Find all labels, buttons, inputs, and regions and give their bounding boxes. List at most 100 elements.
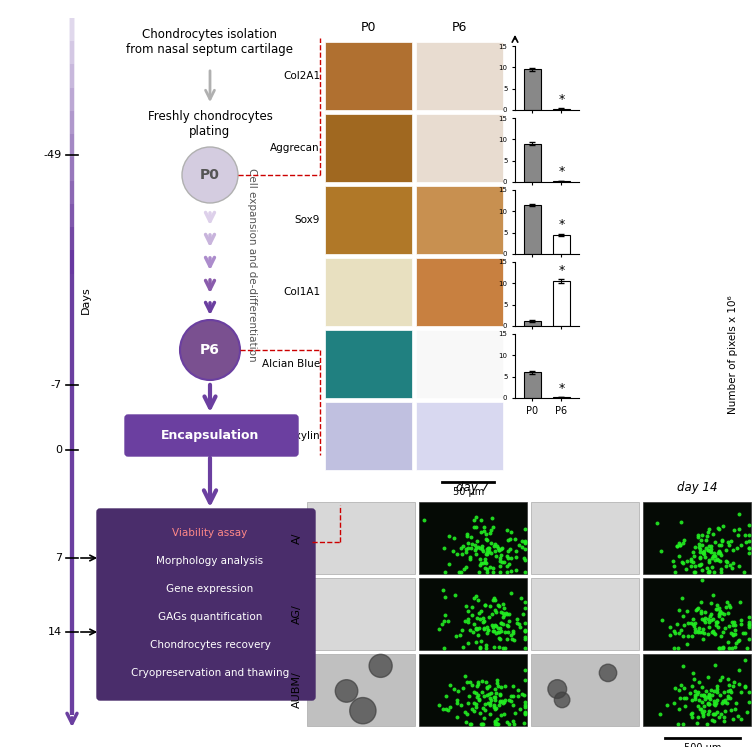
Point bbox=[716, 607, 728, 619]
Point bbox=[655, 545, 667, 557]
Point bbox=[711, 707, 723, 719]
Text: Encapsulation: Encapsulation bbox=[161, 429, 259, 442]
Point bbox=[498, 696, 510, 708]
Point bbox=[714, 604, 726, 616]
Point bbox=[707, 625, 719, 637]
Bar bbox=[643, 578, 751, 650]
Circle shape bbox=[335, 680, 358, 702]
Point bbox=[487, 622, 499, 633]
Point bbox=[511, 684, 523, 696]
Point bbox=[685, 707, 697, 719]
Point bbox=[447, 684, 459, 695]
Point bbox=[432, 699, 444, 711]
Point bbox=[699, 606, 711, 618]
Point bbox=[437, 583, 449, 595]
Point bbox=[456, 624, 468, 636]
Point bbox=[482, 624, 494, 636]
Point bbox=[719, 694, 731, 706]
Point bbox=[505, 527, 517, 539]
Point bbox=[496, 642, 508, 654]
Point bbox=[473, 694, 485, 706]
Point bbox=[686, 710, 698, 722]
Text: GAGs quantification: GAGs quantification bbox=[158, 612, 262, 622]
Point bbox=[493, 544, 505, 556]
Text: P6: P6 bbox=[200, 343, 220, 357]
Point bbox=[494, 622, 506, 633]
Point bbox=[490, 550, 502, 562]
Point bbox=[704, 545, 716, 557]
Point bbox=[664, 621, 676, 633]
Point bbox=[717, 695, 729, 707]
Point bbox=[729, 703, 741, 715]
Point bbox=[711, 553, 723, 565]
Point bbox=[493, 544, 505, 556]
Point bbox=[519, 642, 531, 654]
Point bbox=[467, 626, 479, 638]
Point bbox=[704, 610, 716, 622]
Point bbox=[709, 551, 721, 562]
Point bbox=[460, 530, 472, 542]
Point bbox=[488, 592, 500, 604]
Point bbox=[661, 698, 673, 710]
Text: Col1A1: Col1A1 bbox=[283, 287, 320, 297]
Point bbox=[517, 608, 529, 620]
Point bbox=[484, 698, 496, 710]
Point bbox=[699, 692, 711, 704]
Point bbox=[669, 682, 681, 694]
Point bbox=[472, 676, 484, 688]
Point bbox=[702, 698, 714, 710]
Point bbox=[687, 620, 699, 632]
Point bbox=[486, 608, 498, 620]
Point bbox=[503, 616, 515, 627]
Point bbox=[693, 539, 705, 551]
Point bbox=[482, 697, 494, 709]
Point bbox=[461, 708, 473, 720]
Point bbox=[487, 625, 499, 637]
Point bbox=[692, 700, 704, 712]
Point bbox=[501, 633, 513, 645]
Point bbox=[460, 560, 472, 572]
Point bbox=[514, 621, 526, 633]
Text: Cryopreservation and thawing: Cryopreservation and thawing bbox=[131, 668, 289, 678]
Point bbox=[492, 627, 504, 639]
Point bbox=[500, 607, 512, 619]
Point bbox=[478, 622, 490, 634]
Point bbox=[715, 539, 727, 551]
Point bbox=[711, 616, 723, 628]
Point bbox=[740, 536, 752, 548]
Point bbox=[699, 534, 711, 546]
Point bbox=[484, 680, 496, 692]
Point bbox=[506, 633, 518, 645]
Point bbox=[695, 703, 707, 715]
Point bbox=[743, 542, 752, 554]
Point bbox=[475, 604, 487, 616]
Point bbox=[708, 695, 720, 707]
Point bbox=[687, 707, 699, 719]
Point bbox=[693, 622, 705, 633]
Point bbox=[689, 542, 701, 554]
Point bbox=[685, 555, 697, 567]
Point bbox=[484, 545, 496, 557]
Bar bbox=[553, 281, 570, 326]
Point bbox=[483, 542, 495, 554]
Point bbox=[475, 642, 487, 654]
Point bbox=[476, 675, 488, 687]
Point bbox=[697, 710, 709, 722]
Point bbox=[459, 707, 472, 719]
Point bbox=[701, 691, 713, 703]
Point bbox=[677, 537, 689, 549]
Point bbox=[686, 680, 698, 692]
Point bbox=[702, 544, 714, 556]
Point bbox=[689, 560, 701, 572]
Point bbox=[686, 617, 698, 629]
Point bbox=[474, 707, 486, 719]
Point bbox=[519, 624, 531, 636]
Point bbox=[487, 521, 499, 533]
Point bbox=[456, 548, 468, 560]
Point bbox=[456, 540, 468, 552]
Point bbox=[708, 627, 720, 639]
Point bbox=[475, 527, 487, 539]
Point bbox=[699, 612, 711, 624]
Point bbox=[687, 613, 699, 625]
Point bbox=[488, 701, 500, 713]
